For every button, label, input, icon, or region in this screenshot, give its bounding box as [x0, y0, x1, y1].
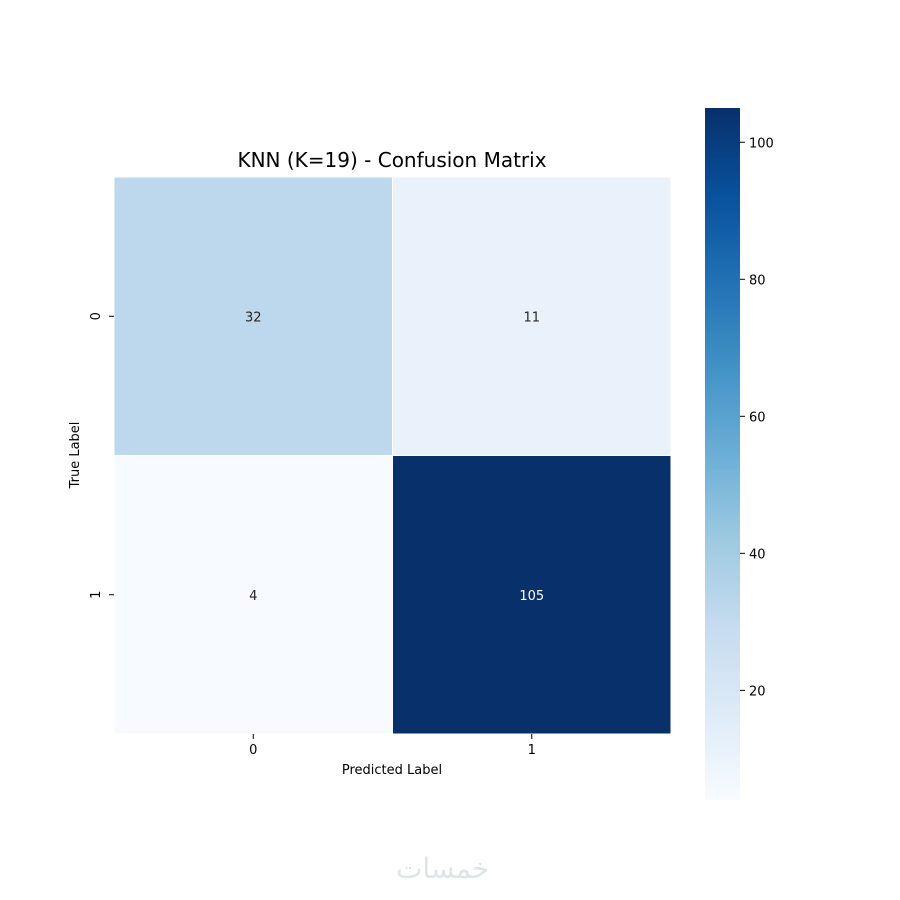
- cell-value-label: 11: [523, 310, 540, 325]
- cell-value-label: 32: [245, 310, 262, 325]
- heatmap-cell: [113, 455, 393, 735]
- y-tick-label: 0: [89, 312, 104, 320]
- cell-value-label: 105: [519, 589, 544, 604]
- cell-value-label: 4: [249, 589, 257, 604]
- watermark-logo: خمسات: [396, 852, 490, 885]
- x-tick-label: 1: [528, 743, 536, 758]
- colorbar-tick-label: 80: [749, 273, 766, 288]
- cell-annotations: 32 11 4 105: [245, 310, 544, 604]
- colorbar: [705, 108, 740, 800]
- colorbar-tick-label: 100: [749, 136, 774, 151]
- chart-title: KNN (K=19) - Confusion Matrix: [237, 148, 546, 172]
- y-axis-label: True Label: [68, 422, 83, 490]
- colorbar-tick-label: 40: [749, 547, 766, 562]
- x-axis-label: Predicted Label: [342, 763, 442, 778]
- colorbar-ticks: 20 40 60 80 100: [740, 136, 774, 699]
- colorbar-tick-label: 60: [749, 410, 766, 425]
- heatmap-cell: [113, 176, 393, 456]
- y-axis-ticks: 01: [89, 312, 114, 599]
- heatmap-cells: [113, 176, 672, 735]
- y-tick-label: 1: [89, 591, 104, 599]
- heatmap-cell: [392, 455, 672, 735]
- colorbar-tick-label: 20: [749, 684, 766, 699]
- x-tick-label: 0: [249, 743, 257, 758]
- heatmap-cell: [392, 176, 672, 456]
